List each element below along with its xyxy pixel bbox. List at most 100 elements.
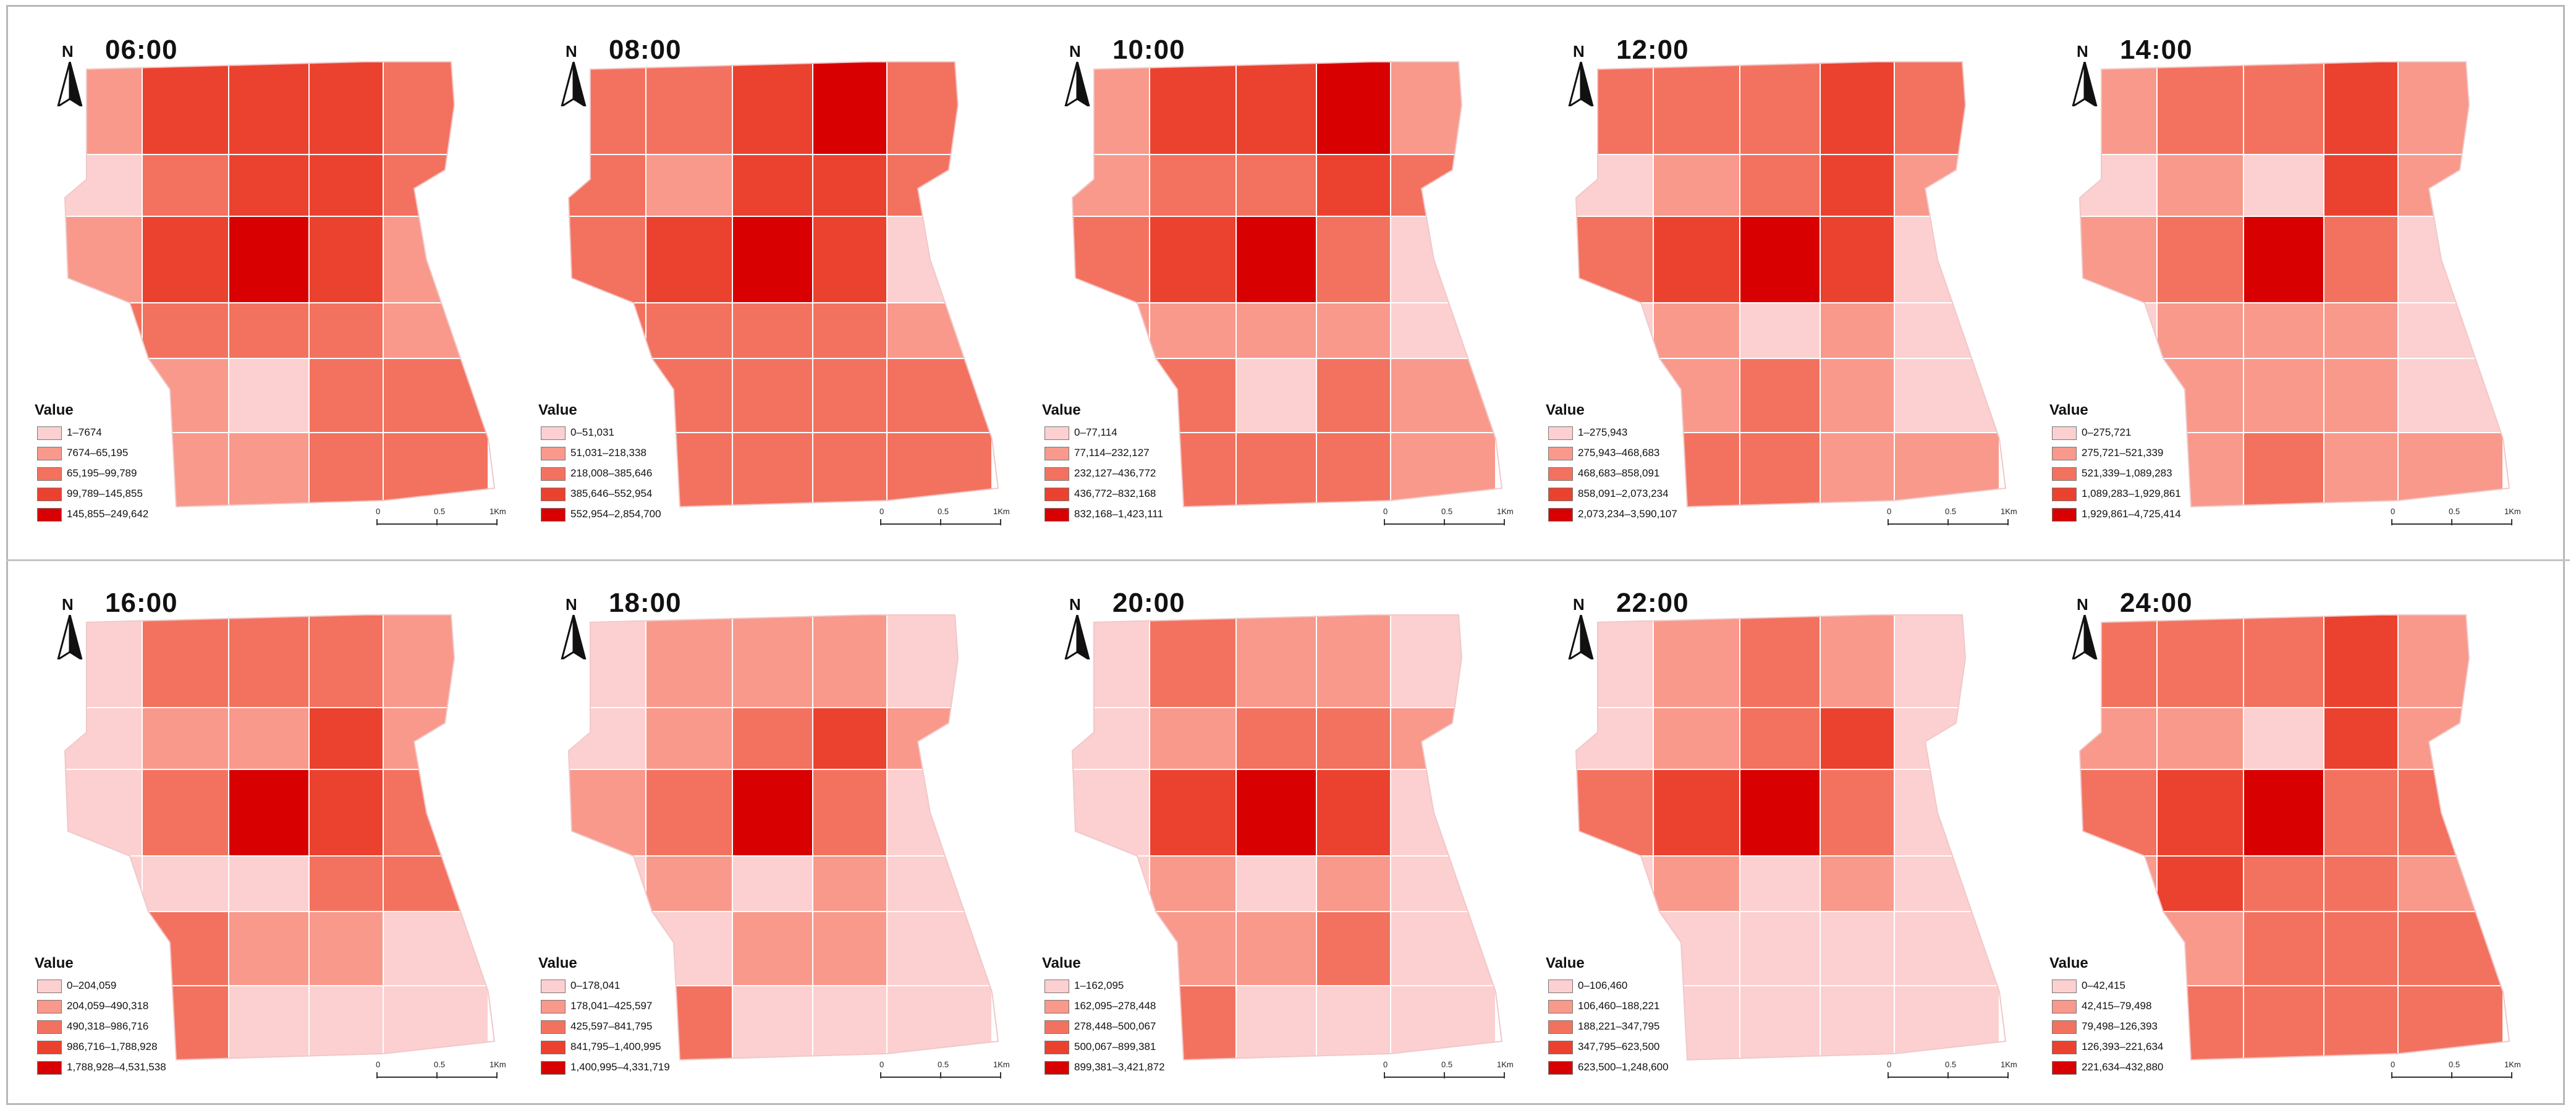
district-cell-r1-c1 xyxy=(645,707,733,770)
north-arrow-icon xyxy=(2072,62,2098,106)
district-cell-r2-c3 xyxy=(308,769,384,857)
district-cell-r0-c4 xyxy=(886,615,993,708)
legend-label: 0–275,721 xyxy=(2082,426,2132,438)
legend-row: 385,646–552,954 xyxy=(538,486,724,503)
district-cell-r2-c4 xyxy=(1390,769,1496,857)
district-cell-r0-c4 xyxy=(886,62,993,155)
north-arrow-icon xyxy=(57,62,83,106)
legend-swatch xyxy=(37,467,62,481)
legend-title: Value xyxy=(2049,402,2088,418)
district-cell-r2-c2 xyxy=(1235,769,1317,857)
legend-row: 1,929,861–4,725,414 xyxy=(2049,507,2235,523)
district-cell-r3-c2 xyxy=(732,302,813,359)
district-cell-r1-c4 xyxy=(1390,154,1496,217)
legend-row: 1,400,995–4,331,719 xyxy=(538,1060,724,1077)
district-cell-r1-c0 xyxy=(1576,707,1654,770)
district-cell-r4-c3 xyxy=(1316,911,1391,986)
legend-row: 218,008–385,646 xyxy=(538,466,724,483)
district-cell-r5-c4 xyxy=(2397,432,2504,507)
legend-title: Value xyxy=(1546,402,1585,418)
scale-bar-graphic xyxy=(1888,1072,2009,1078)
district-cell-r1-c4 xyxy=(1894,707,2000,770)
district-cell-r2-c4 xyxy=(1894,769,2000,857)
district-cell-r0-c4 xyxy=(1390,62,1496,155)
legend: Value 0–77,114 77,114–232,127 232,127–436,… xyxy=(1042,402,1227,527)
district-cell-r3-c0 xyxy=(569,302,646,359)
map-panel-1200: 12:00 N Value 1–275,943 275,943–468,683 46… xyxy=(1530,12,2024,544)
district-cell-r2-c2 xyxy=(1739,769,1821,857)
district-map xyxy=(567,61,999,508)
scale-label-0: 0 xyxy=(376,507,381,516)
district-cell-r3-c3 xyxy=(812,302,888,359)
legend-row: 232,127–436,772 xyxy=(1042,466,1227,483)
district-cell-r0-c1 xyxy=(142,62,229,155)
district-boundary xyxy=(1071,614,1503,1061)
legend-row: 425,597–841,795 xyxy=(538,1019,724,1036)
district-boundary xyxy=(567,614,999,1061)
district-cell-r3-c4 xyxy=(1894,302,2000,359)
district-cell-r4-c4 xyxy=(1894,358,2000,433)
north-label: N xyxy=(566,42,577,61)
legend-swatch xyxy=(1044,1041,1069,1054)
legend-swatch xyxy=(2052,1061,2077,1075)
district-cell-r2-c2 xyxy=(732,216,813,303)
district-cell-r1-c0 xyxy=(65,154,143,217)
scale-bar-graphic xyxy=(880,519,1001,525)
district-boundary xyxy=(2078,614,2510,1061)
district-cell-r2-c1 xyxy=(142,769,229,857)
legend-label: 188,221–347,795 xyxy=(1578,1020,1660,1032)
scale-label-half: 0.5 xyxy=(2449,1060,2460,1069)
scale-bar: 0 0.5 1Km xyxy=(2391,1060,2521,1085)
legend-label: 858,091–2,073,234 xyxy=(1578,488,1669,499)
district-cell-r1-c0 xyxy=(1072,707,1150,770)
district-boundary xyxy=(64,614,496,1061)
district-cell-r3-c3 xyxy=(308,302,384,359)
district-cell-r2-c3 xyxy=(812,769,888,857)
legend-swatch xyxy=(2052,980,2077,993)
district-cell-r4-c2 xyxy=(228,358,310,433)
legend-label: 218,008–385,646 xyxy=(570,467,653,479)
district-cell-r2-c1 xyxy=(1653,769,1740,857)
legend-swatch xyxy=(1044,488,1069,501)
district-cell-r4-c2 xyxy=(732,911,813,986)
legend-label: 500,067–899,381 xyxy=(1074,1041,1156,1052)
legend-label: 899,381–3,421,872 xyxy=(1074,1061,1165,1073)
legend-label: 425,597–841,795 xyxy=(570,1020,653,1032)
legend-rows: 1–7674 7674–65,195 65,195–99,789 99,789–145… xyxy=(35,425,220,523)
district-cell-r5-c3 xyxy=(1820,985,1895,1060)
north-label: N xyxy=(62,595,74,614)
scale-bar-graphic xyxy=(2391,1072,2512,1078)
legend-rows: 0–106,460 106,460–188,221 188,221–347,795 3… xyxy=(1546,978,1731,1077)
legend-label: 162,095–278,448 xyxy=(1074,1000,1156,1012)
legend-row: 1–275,943 xyxy=(1546,425,1731,442)
district-cell-r3-c2 xyxy=(1739,855,1821,912)
legend-label: 275,721–521,339 xyxy=(2082,447,2164,459)
district-boundary xyxy=(2078,61,2510,508)
district-cell-r0-c3 xyxy=(1820,615,1895,708)
legend-swatch xyxy=(541,980,566,993)
legend-label: 521,339–1,089,283 xyxy=(2082,467,2172,479)
district-cell-r3-c0 xyxy=(65,855,143,912)
legend-swatch xyxy=(1044,426,1069,440)
legend-label: 0–77,114 xyxy=(1074,426,1117,438)
legend-row: 51,031–218,338 xyxy=(538,446,724,462)
district-cell-r0-c3 xyxy=(2323,62,2399,155)
north-arrow: N xyxy=(2069,42,2100,110)
district-map xyxy=(1071,614,1503,1061)
district-cell-r1-c3 xyxy=(1820,707,1895,770)
legend-label: 552,954–2,854,700 xyxy=(570,508,661,520)
legend-rows: 0–77,114 77,114–232,127 232,127–436,772 436… xyxy=(1042,425,1227,523)
legend-row: 7674–65,195 xyxy=(35,446,220,462)
legend-label: 385,646–552,954 xyxy=(570,488,653,499)
district-cell-r4-c2 xyxy=(1739,911,1821,986)
legend-row: 500,067–899,381 xyxy=(1042,1039,1227,1056)
legend-label: 42,415–79,498 xyxy=(2082,1000,2152,1012)
legend: Value 0–42,415 42,415–79,498 79,498–126,39… xyxy=(2049,955,2235,1080)
north-arrow: N xyxy=(2069,595,2100,663)
district-cell-r3-c3 xyxy=(1316,302,1391,359)
legend-row: 0–42,415 xyxy=(2049,978,2235,995)
district-cell-r1-c1 xyxy=(1653,154,1740,217)
district-cell-r2-c2 xyxy=(2243,216,2324,303)
district-cell-r0-c2 xyxy=(2243,62,2324,155)
district-cell-r1-c1 xyxy=(142,707,229,770)
